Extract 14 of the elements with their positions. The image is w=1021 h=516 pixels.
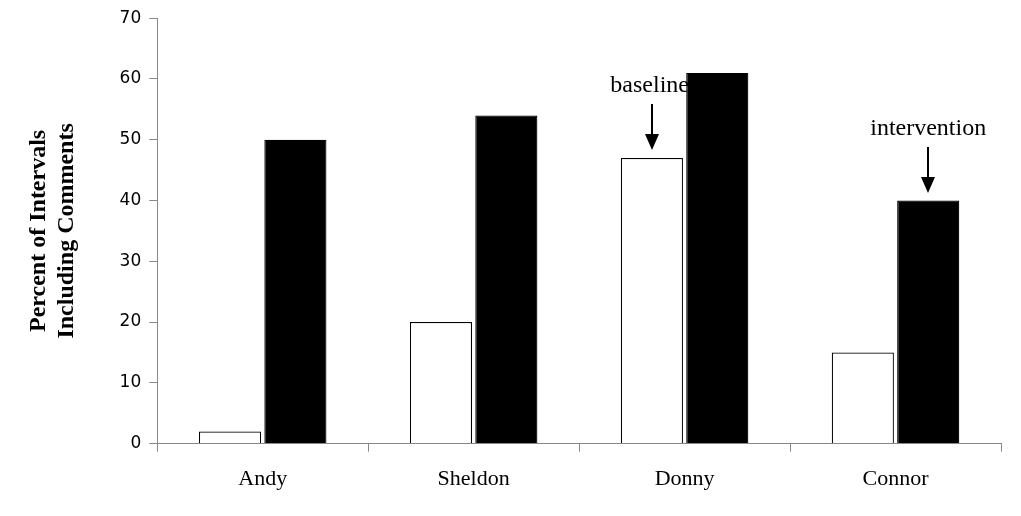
y-tick-label: 10	[119, 371, 142, 392]
annotation: intervention	[870, 113, 987, 140]
y-axis-title: Percent of Intervals Including Comments	[23, 123, 79, 339]
y-tick-label: 20	[119, 310, 142, 331]
x-tick-label: Connor	[862, 464, 930, 490]
x-tick-label: Donny	[654, 464, 715, 490]
y-tick-label: 40	[119, 188, 142, 209]
y-tick-label: 60	[119, 67, 142, 88]
y-tick-label: 0	[130, 432, 142, 453]
y-tick-label: 70	[119, 6, 142, 27]
x-tick-label: Andy	[238, 464, 288, 490]
y-tick-label: 50	[119, 128, 142, 149]
x-tick-label: Sheldon	[437, 464, 510, 490]
y-tick-label: 30	[119, 249, 142, 270]
